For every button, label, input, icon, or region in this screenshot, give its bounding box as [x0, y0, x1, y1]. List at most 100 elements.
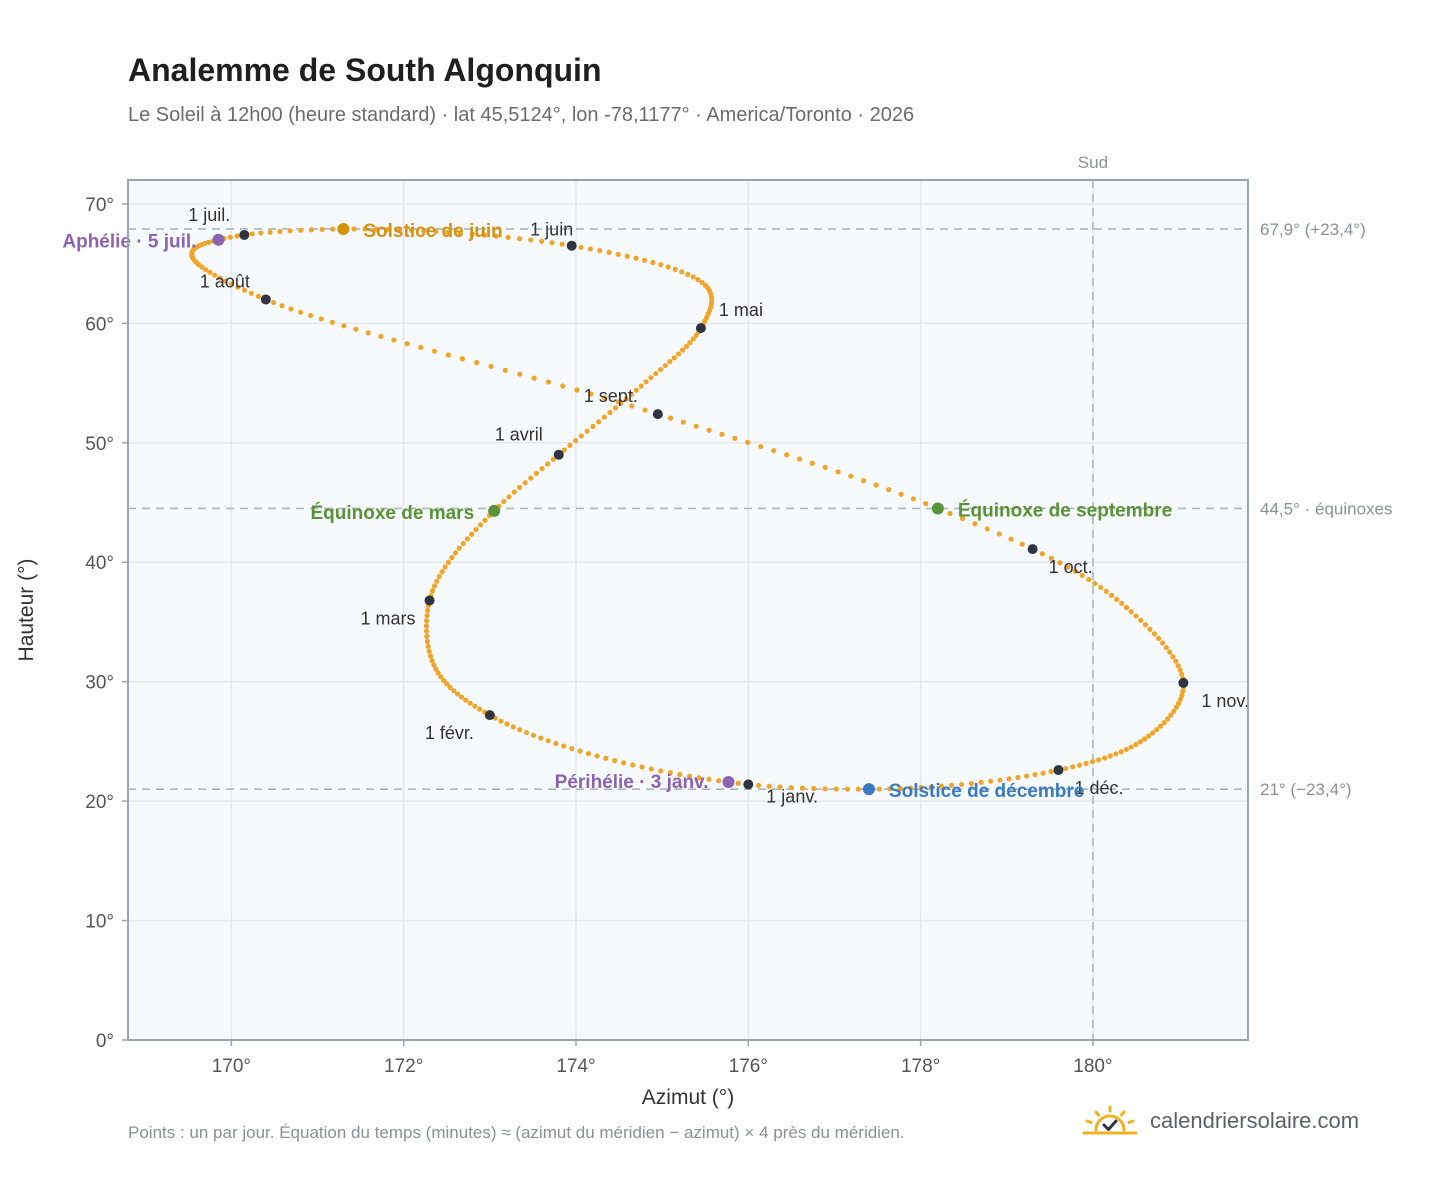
- daily-point: [545, 738, 551, 744]
- brand-name[interactable]: calendriersolaire.com: [1150, 1108, 1360, 1133]
- daily-point: [706, 776, 712, 782]
- daily-point: [1098, 584, 1104, 591]
- daily-point: [433, 666, 439, 672]
- daily-point: [653, 370, 659, 377]
- daily-point: [373, 226, 379, 232]
- month-point-label: 1 févr.: [425, 723, 474, 743]
- event-label: Solstice de décembre: [889, 781, 1084, 802]
- daily-point: [690, 274, 696, 280]
- daily-point: [1019, 541, 1025, 547]
- x-axis-label: Azimut (°): [642, 1086, 734, 1109]
- event-label: Équinoxe de mars: [310, 502, 474, 524]
- daily-point: [809, 460, 816, 466]
- daily-point: [629, 403, 635, 409]
- daily-point: [434, 578, 440, 584]
- daily-point: [745, 439, 751, 446]
- daily-point: [270, 299, 277, 306]
- daily-point: [887, 786, 893, 792]
- daily-point: [918, 784, 924, 791]
- daily-point: [1155, 635, 1162, 641]
- x-tick-label: 172°: [384, 1056, 423, 1077]
- daily-point: [235, 284, 241, 290]
- daily-point: [1057, 560, 1063, 566]
- y-tick-label: 60°: [85, 314, 114, 335]
- daily-point: [662, 362, 668, 369]
- daily-point: [1146, 733, 1152, 739]
- daily-point: [1040, 770, 1046, 776]
- month-point: [1178, 677, 1189, 688]
- daily-point: [228, 281, 235, 287]
- daily-point: [1119, 600, 1125, 607]
- daily-point: [585, 751, 592, 757]
- daily-point: [1171, 708, 1177, 714]
- daily-point: [672, 266, 678, 272]
- daily-point: [444, 681, 450, 687]
- daily-point: [623, 396, 629, 402]
- daily-point: [456, 545, 462, 551]
- daily-point: [1032, 772, 1038, 778]
- daily-point: [923, 501, 929, 507]
- daily-point: [528, 475, 534, 481]
- daily-point: [1070, 764, 1076, 770]
- daily-point: [469, 531, 475, 537]
- daily-point: [996, 531, 1002, 537]
- daily-point: [683, 343, 690, 349]
- daily-point: [451, 688, 457, 694]
- daily-point: [522, 480, 528, 486]
- daily-point: [596, 419, 602, 425]
- daily-point: [693, 423, 699, 429]
- daily-point: [1065, 564, 1071, 570]
- daily-point: [1072, 568, 1078, 574]
- daily-point: [501, 498, 507, 505]
- daily-point: [421, 228, 427, 234]
- daily-point: [308, 312, 314, 319]
- daily-point: [504, 721, 510, 727]
- daily-point: [408, 227, 415, 233]
- daily-point: [441, 677, 447, 684]
- daily-point: [1006, 776, 1012, 782]
- daily-point: [477, 706, 483, 712]
- daily-point: [578, 433, 584, 439]
- month-point-label: 1 nov.: [1201, 691, 1249, 711]
- daily-point: [517, 371, 523, 377]
- event-point: [862, 783, 875, 796]
- daily-point: [968, 780, 975, 787]
- daily-point: [959, 515, 966, 522]
- daily-point: [642, 407, 648, 413]
- daily-point: [431, 583, 438, 589]
- reference-lines: 67,9° (+23,4°) 44,5° · équinoxes 21° (−23,…: [128, 220, 1393, 799]
- daily-point: [431, 348, 438, 354]
- daily-point: [1123, 604, 1130, 611]
- daily-point: [353, 326, 359, 332]
- daily-point: [445, 352, 451, 358]
- month-point-label: 1 mai: [719, 300, 763, 320]
- daily-point: [460, 540, 466, 547]
- daily-point: [910, 496, 917, 502]
- daily-point: [938, 783, 945, 789]
- daily-point: [612, 405, 619, 411]
- daily-point: [206, 239, 212, 245]
- daily-point: [429, 588, 436, 594]
- event-point: [722, 776, 735, 788]
- daily-point: [1142, 736, 1148, 742]
- daily-point: [234, 233, 240, 239]
- daily-point: [308, 227, 314, 233]
- daily-point: [1157, 723, 1164, 729]
- page-subtitle: Le Soleil à 12h00 (heure standard) · lat…: [128, 104, 915, 126]
- daily-point: [572, 438, 579, 444]
- daily-point: [978, 779, 984, 785]
- daily-point: [1086, 576, 1092, 583]
- event-point: [337, 222, 350, 235]
- daily-point: [452, 550, 459, 556]
- x-tick-label: 176°: [729, 1056, 768, 1077]
- daily-point: [799, 785, 806, 791]
- month-point: [553, 449, 564, 460]
- daily-point: [615, 251, 621, 257]
- daily-point: [1167, 649, 1173, 655]
- daily-point: [612, 758, 618, 764]
- daily-point: [425, 643, 431, 650]
- daily-point: [433, 228, 439, 235]
- daily-point: [472, 703, 478, 709]
- month-point: [484, 710, 495, 721]
- brand[interactable]: calendriersolaire.com: [1082, 1104, 1359, 1138]
